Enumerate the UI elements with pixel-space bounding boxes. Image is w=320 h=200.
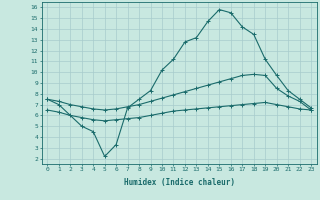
X-axis label: Humidex (Indice chaleur): Humidex (Indice chaleur) bbox=[124, 178, 235, 187]
